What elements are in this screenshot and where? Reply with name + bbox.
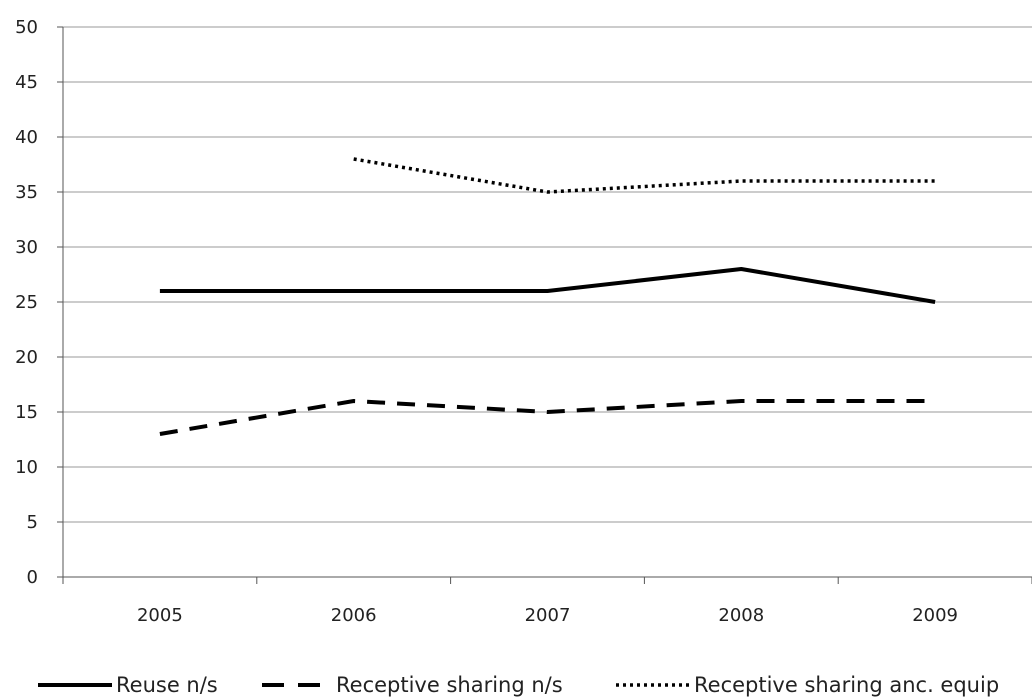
y-tick-label: 5 bbox=[27, 512, 38, 533]
y-tick-label: 15 bbox=[15, 402, 38, 423]
legend: Reuse n/s Receptive sharing n/s Receptive … bbox=[38, 673, 999, 697]
x-tick-label: 2007 bbox=[525, 605, 571, 626]
x-axis-ticks: 2005 2006 2007 2008 2009 bbox=[62, 577, 1032, 626]
y-tick-label: 0 bbox=[27, 567, 38, 588]
x-tick-label: 2006 bbox=[331, 605, 377, 626]
y-tick-label: 10 bbox=[15, 457, 38, 478]
y-tick-label: 20 bbox=[15, 347, 38, 368]
series-line-receptive-sharing-anc-equip bbox=[353, 157, 936, 194]
y-tick-label: 30 bbox=[15, 237, 38, 258]
y-tick-label: 40 bbox=[15, 127, 38, 148]
y-tick-label: 35 bbox=[15, 182, 38, 203]
gridlines bbox=[63, 26, 1032, 523]
y-tick-label: 25 bbox=[15, 292, 38, 313]
legend-label: Receptive sharing n/s bbox=[336, 673, 563, 697]
series-line-receptive-sharing-n-s bbox=[159, 399, 936, 436]
series-line-reuse-n-s bbox=[159, 267, 936, 304]
y-tick-label: 50 bbox=[15, 17, 38, 38]
x-tick-label: 2005 bbox=[137, 605, 183, 626]
x-tick-label: 2009 bbox=[912, 605, 958, 626]
y-tick-label: 45 bbox=[15, 72, 38, 93]
series-lines bbox=[159, 157, 936, 436]
legend-label: Receptive sharing anc. equip bbox=[694, 673, 999, 697]
y-axis-ticks: 0 5 10 15 20 25 30 35 40 45 50 bbox=[15, 17, 63, 588]
x-tick-label: 2008 bbox=[718, 605, 764, 626]
legend-label: Reuse n/s bbox=[116, 673, 218, 697]
